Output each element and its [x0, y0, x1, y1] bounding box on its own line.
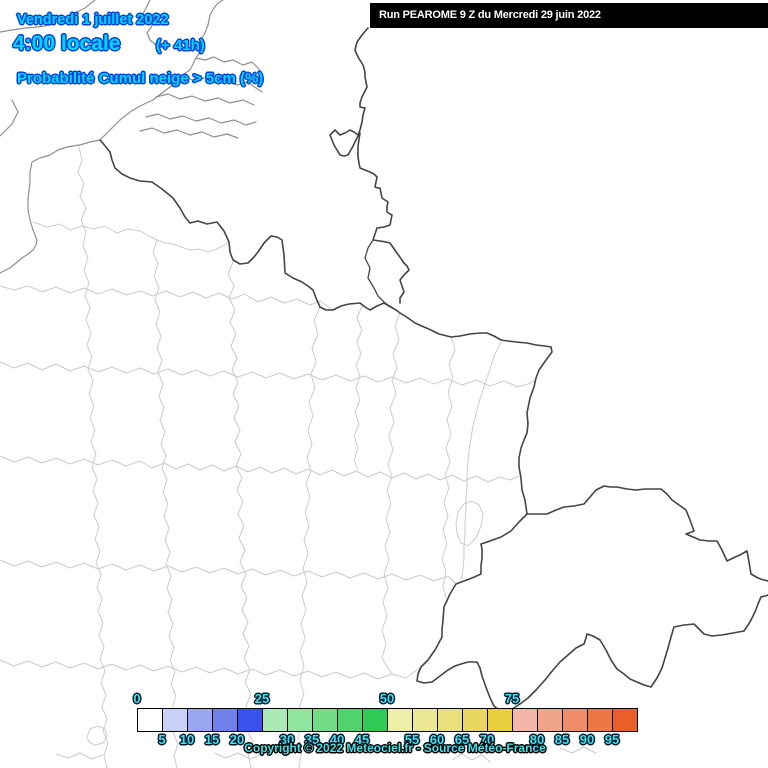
legend-label-20: 20 [229, 732, 245, 747]
legend-box-0-5 [137, 708, 163, 732]
date-label: Vendredi 1 juillet 2022 [17, 12, 169, 28]
legend-box-15-20 [212, 708, 238, 732]
border-france-germany [518, 346, 553, 515]
legend-label-75: 75 [504, 691, 520, 706]
legend-label-5: 5 [158, 732, 166, 747]
legend-box-10-15 [187, 708, 213, 732]
legend-label-0: 0 [133, 691, 141, 706]
department-borders [0, 146, 597, 768]
legend-box-60-65 [437, 708, 463, 732]
legend: 0 25 50 75 5 10 15 20 30 35 40 45 55 60 65 70 80 85 90 95 [133, 691, 638, 747]
legend-label-10: 10 [179, 732, 195, 747]
copyright-label: Copyright © 2022 Meteociel.fr - Source M… [244, 741, 546, 755]
parameter-label: Probabilité Cumul neige > 5cm (%) [17, 70, 264, 87]
legend-box-95-100 [612, 708, 638, 732]
local-time-label: 4:00 locale [13, 32, 121, 55]
legend-box-30-35 [287, 708, 313, 732]
border-france-belgium [99, 139, 552, 348]
coastline [0, 0, 263, 274]
legend-box-20-25 [237, 708, 263, 732]
run-info-bar: Run PEAROME 9 Z du Mercredi 29 juin 2022 [370, 3, 768, 28]
legend-box-90-95 [587, 708, 613, 732]
legend-box-80-85 [537, 708, 563, 732]
legend-label-95: 95 [604, 732, 620, 747]
border-belgium-luxembourg [364, 239, 391, 308]
legend-label-70: 70 [479, 732, 495, 747]
legend-label-85: 85 [554, 732, 570, 747]
legend-box-55-60 [412, 708, 438, 732]
border-belgium-netherlands-germany [329, 27, 410, 304]
legend-label-25: 25 [254, 691, 270, 706]
legend-scale [137, 708, 638, 732]
legend-label-35: 35 [304, 732, 320, 747]
legend-box-75-80 [512, 708, 538, 732]
legend-label-15: 15 [204, 732, 220, 747]
legend-label-55: 55 [404, 732, 420, 747]
legend-label-50: 50 [379, 691, 395, 706]
legend-label-40: 40 [329, 732, 345, 747]
legend-box-50-55 [387, 708, 413, 732]
legend-box-85-90 [562, 708, 588, 732]
legend-label-90: 90 [579, 732, 595, 747]
forecast-offset-label: (+ 41h) [156, 37, 205, 54]
legend-box-35-40 [312, 708, 338, 732]
legend-box-70-75 [487, 708, 513, 732]
border-france-switzerland [416, 513, 768, 713]
run-info-text: Run PEAROME 9 Z du Mercredi 29 juin 2022 [379, 9, 601, 21]
legend-box-40-45 [337, 708, 363, 732]
legend-box-25-30 [262, 708, 288, 732]
legend-box-65-70 [462, 708, 488, 732]
legend-label-60: 60 [429, 732, 445, 747]
country-borders [99, 27, 768, 713]
legend-label-80: 80 [529, 732, 545, 747]
legend-label-65: 65 [454, 732, 470, 747]
legend-box-5-10 [162, 708, 188, 732]
legend-label-30: 30 [279, 732, 295, 747]
legend-label-45: 45 [354, 732, 370, 747]
border-germany-switzerland [526, 485, 768, 582]
legend-box-45-50 [362, 708, 388, 732]
